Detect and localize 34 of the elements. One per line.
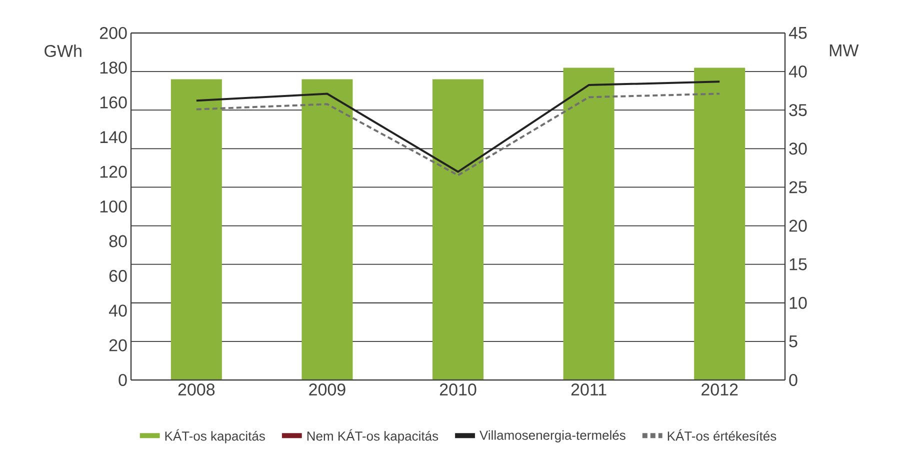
legend-label: KÁT-os kapacitás bbox=[165, 429, 265, 444]
x-tick-label: 2008 bbox=[178, 384, 215, 396]
legend-label: KÁT-os értékesítés bbox=[668, 429, 776, 441]
y2-tick-label: 45 bbox=[788, 27, 807, 39]
y2-tick-label: 0 bbox=[789, 374, 798, 386]
y2-tick-label: 30 bbox=[789, 142, 807, 155]
y-tick-label: 20 bbox=[109, 339, 127, 352]
x-tick-label: 2010 bbox=[440, 384, 476, 396]
y-tick-label: 60 bbox=[109, 270, 127, 282]
y2-tick-label: 25 bbox=[789, 181, 807, 194]
legend-label: Villamosenergia-termelés bbox=[480, 430, 626, 442]
y2-tick-label: 40 bbox=[788, 66, 807, 78]
y2-axis-title: MW bbox=[830, 44, 859, 56]
y-tick-label: 140 bbox=[100, 131, 127, 144]
x-tick-label: 2012 bbox=[702, 384, 738, 396]
y2-tick-label: 15 bbox=[790, 258, 807, 270]
y2-tick-label: 20 bbox=[789, 220, 807, 232]
y-tick-label: 80 bbox=[109, 235, 127, 248]
y-axis-title: GWh bbox=[44, 44, 82, 58]
legend-label: Nem KÁT-os kapacitás bbox=[307, 429, 438, 444]
y2-tick-label: 5 bbox=[789, 335, 798, 348]
x-tick-label: 2011 bbox=[571, 384, 606, 396]
y2-tick-label: 35 bbox=[789, 104, 807, 116]
x-tick-label: 2009 bbox=[309, 384, 346, 396]
y-tick-label: 200 bbox=[100, 26, 127, 40]
y-tick-label: 40 bbox=[108, 304, 127, 317]
y2-tick-label: 10 bbox=[790, 296, 807, 309]
line-series bbox=[195, 80, 721, 173]
y-tick-label: 100 bbox=[100, 200, 127, 213]
y-tick-label: 0 bbox=[118, 374, 127, 386]
line-series bbox=[195, 92, 721, 176]
y-tick-label: 160 bbox=[100, 96, 127, 108]
y-tick-label: 120 bbox=[100, 166, 127, 178]
y-tick-label: 180 bbox=[100, 62, 127, 74]
